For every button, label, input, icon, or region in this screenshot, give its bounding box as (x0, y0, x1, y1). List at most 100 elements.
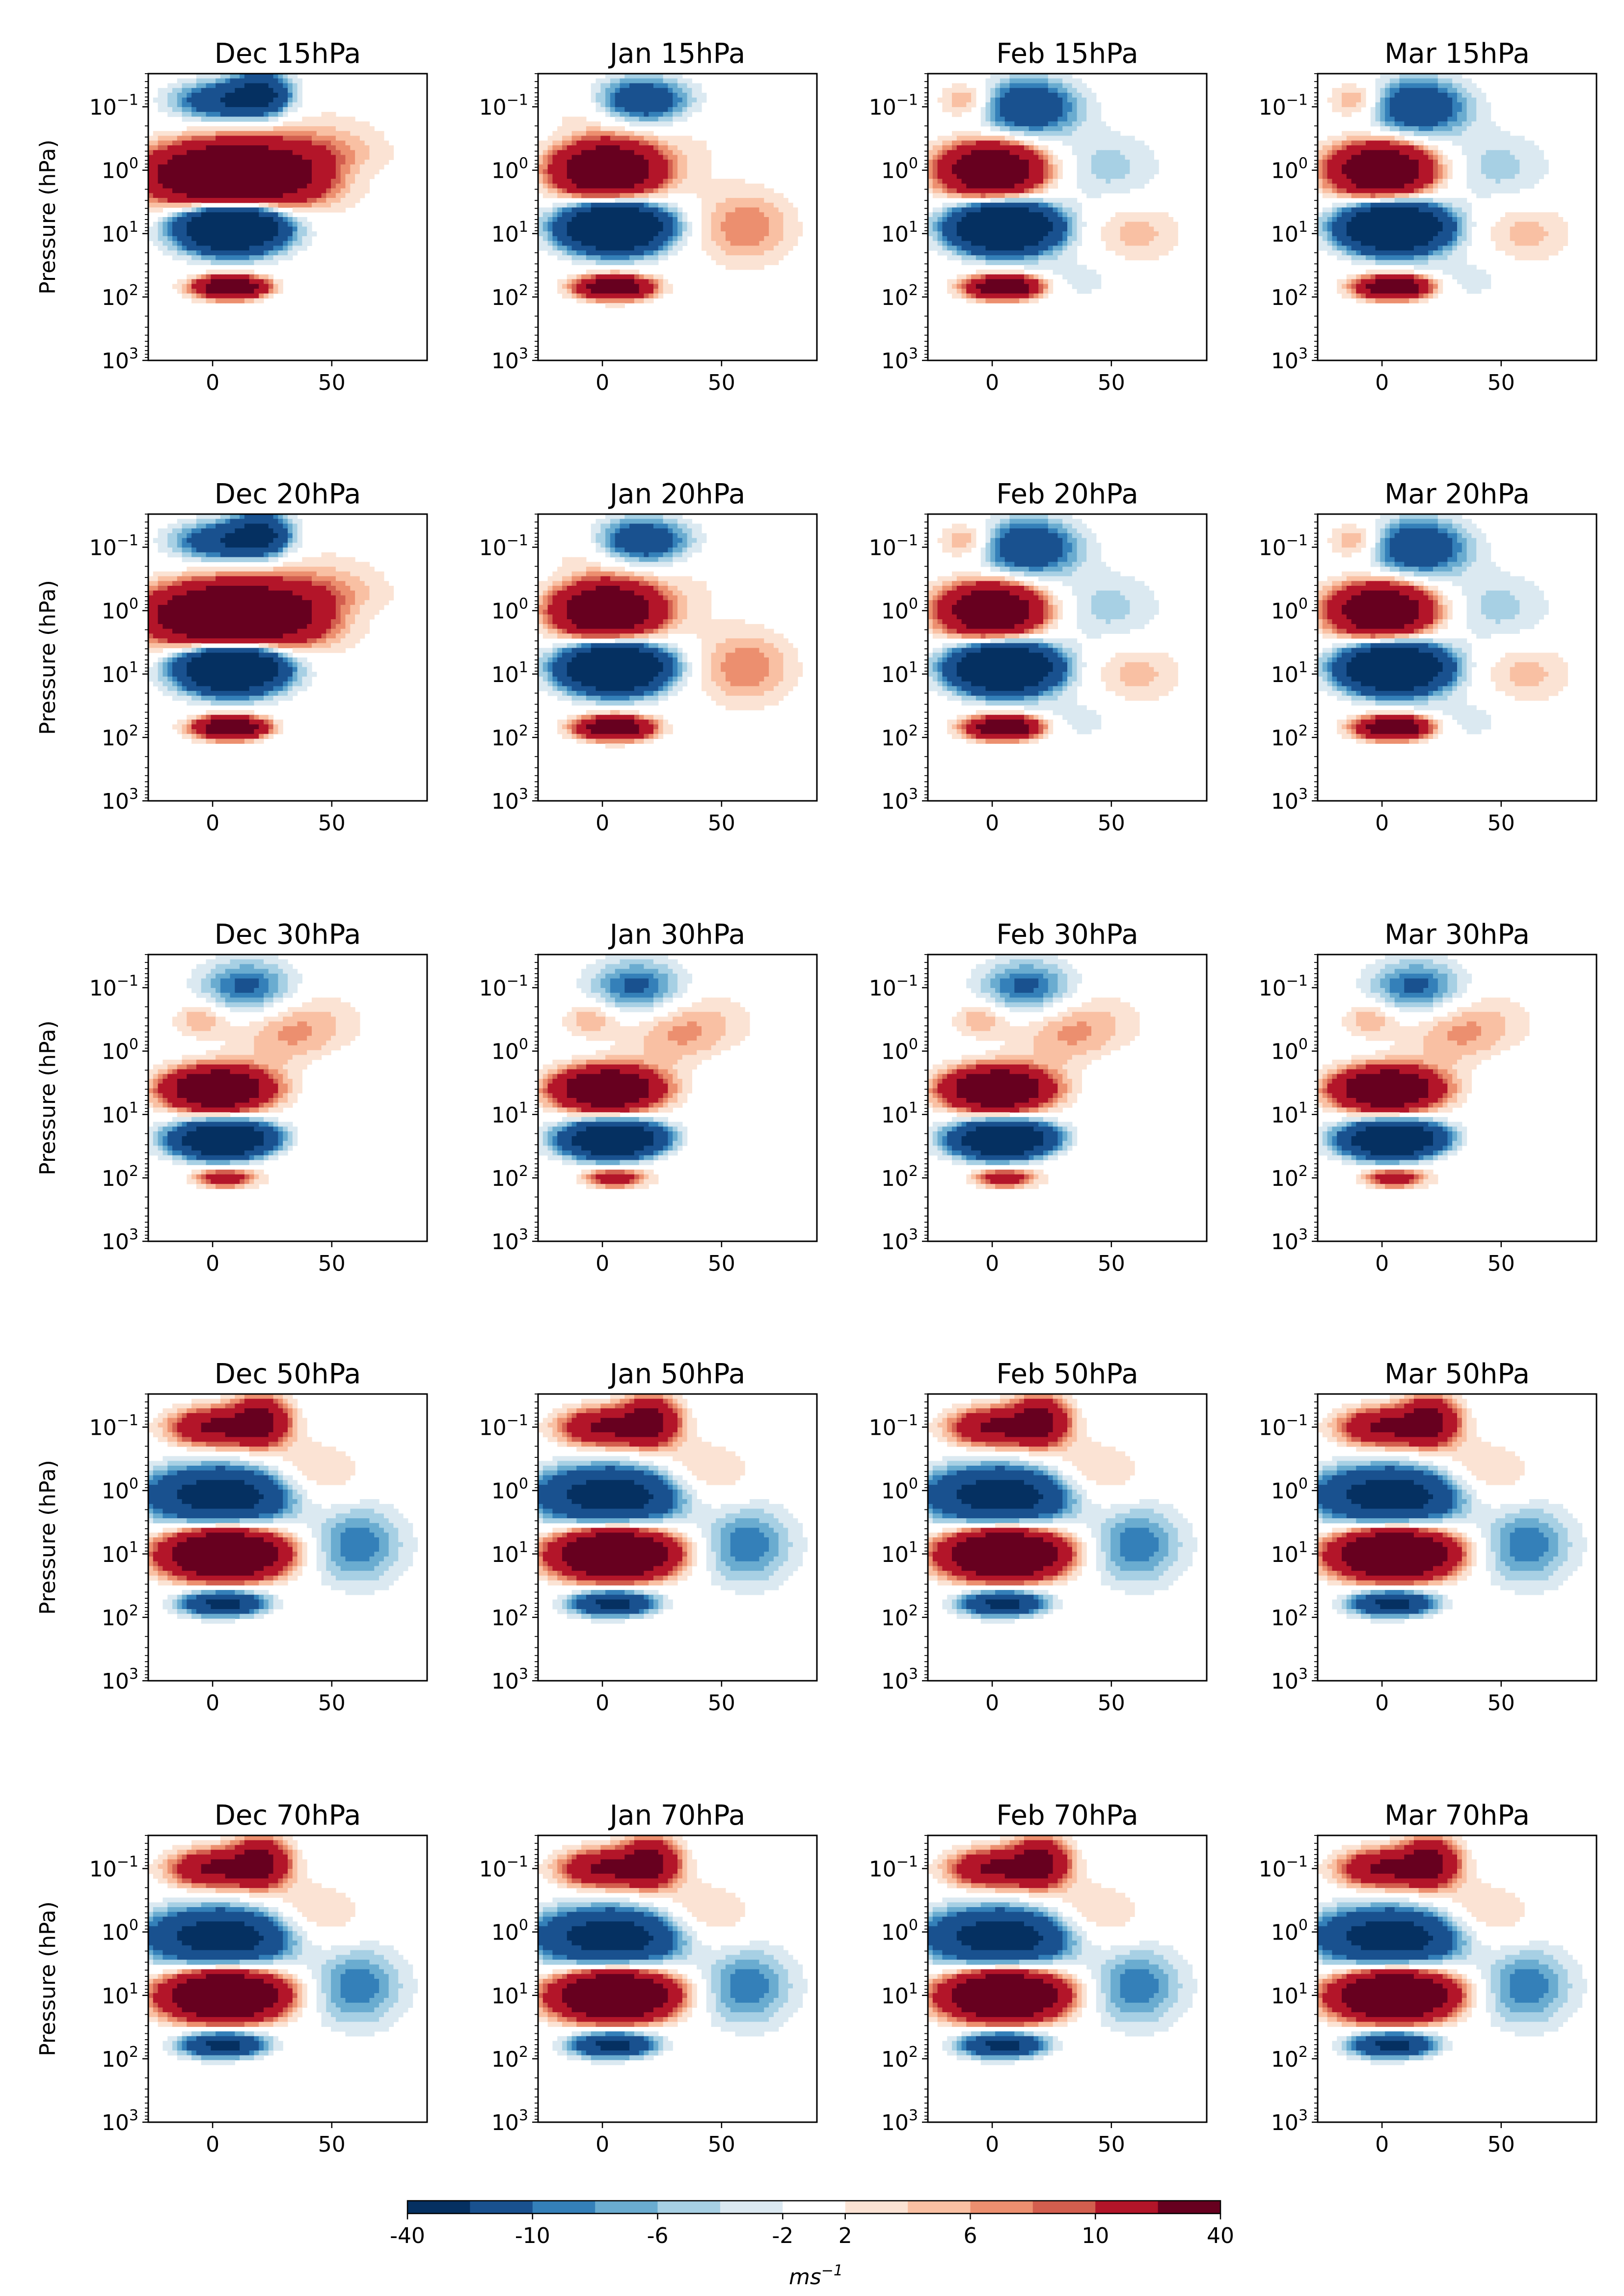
field-cell (663, 255, 668, 261)
field-cell (240, 241, 245, 246)
field-cell (653, 207, 659, 213)
field-cell (624, 179, 630, 184)
field-cell (191, 221, 197, 227)
field-cell (649, 140, 654, 146)
field-cell (292, 198, 298, 203)
field-cell (191, 169, 197, 174)
field-cell (1125, 212, 1130, 218)
field-cell (191, 255, 197, 261)
field-cell (359, 126, 365, 132)
field-cell (1038, 221, 1044, 227)
field-cell (1154, 236, 1159, 242)
field-cell (167, 136, 173, 141)
field-cell (697, 97, 702, 103)
field-cell (220, 74, 226, 79)
field-cell (658, 174, 664, 179)
field-cell (1024, 193, 1029, 198)
field-cell (1009, 145, 1015, 151)
field-cell (567, 136, 572, 141)
field-cell (932, 231, 938, 237)
field-cell (278, 193, 283, 198)
field-cell (1009, 274, 1015, 280)
field-cell (1130, 174, 1135, 179)
field-cell (201, 226, 207, 232)
field-cell (283, 241, 288, 246)
field-cell (620, 150, 625, 155)
field-cell (1082, 140, 1087, 146)
field-cell (952, 255, 957, 261)
field-cell (1062, 231, 1068, 237)
field-cell (1038, 150, 1044, 155)
field-cell (1000, 97, 1005, 103)
field-cell (162, 221, 168, 227)
field-cell (312, 155, 317, 160)
field-cell (230, 231, 235, 237)
field-cell (995, 126, 1001, 132)
field-cell (335, 136, 341, 141)
field-cell (1135, 155, 1140, 160)
field-cell (692, 102, 697, 108)
field-cell (206, 284, 211, 289)
field-cell (1106, 241, 1111, 246)
field-cell (595, 255, 601, 261)
field-cell (220, 260, 226, 265)
field-cell (990, 116, 996, 122)
field-cell (562, 126, 568, 132)
field-cell (702, 212, 707, 218)
field-cell (240, 145, 245, 151)
field-cell (359, 193, 365, 198)
field-cell (225, 131, 231, 137)
field-cell (778, 255, 784, 261)
field-cell (586, 202, 592, 208)
field-cell (947, 97, 952, 103)
field-cell (716, 231, 721, 237)
field-cell (1048, 246, 1054, 251)
field-cell (971, 88, 976, 93)
field-cell (793, 221, 798, 227)
field-cell (220, 160, 226, 165)
field-cell (1019, 198, 1025, 203)
field-cell (1096, 126, 1102, 132)
y-tick-label: 10−1 (869, 92, 918, 120)
field-cell (211, 188, 216, 193)
field-cell (220, 97, 226, 103)
field-cell (374, 155, 379, 160)
field-cell (1062, 140, 1068, 146)
field-cell (220, 284, 226, 289)
field-cell (153, 174, 159, 179)
field-cell (634, 217, 640, 222)
field-cell (740, 260, 745, 265)
field-cell (1072, 131, 1078, 137)
field-cell (673, 231, 678, 237)
field-cell (297, 193, 302, 198)
field-cell (682, 174, 688, 179)
field-cell (1139, 246, 1145, 251)
field-cell (374, 150, 379, 155)
field-cell (235, 250, 240, 256)
field-cell (383, 150, 389, 155)
field-cell (302, 121, 307, 127)
field-cell (975, 241, 981, 246)
field-cell (259, 202, 264, 208)
field-cell (153, 97, 159, 103)
field-cell (937, 241, 943, 246)
field-cell (928, 226, 933, 232)
field-cell (1019, 217, 1025, 222)
field-cell (634, 145, 640, 151)
field-cell (264, 155, 269, 160)
field-cell (369, 131, 375, 137)
field-cell (1033, 92, 1039, 98)
field-cell (177, 88, 183, 93)
field-cell (985, 260, 991, 265)
field-cell (610, 260, 616, 265)
field-cell (591, 217, 596, 222)
field-cell (158, 140, 163, 146)
field-cell (1048, 88, 1054, 93)
field-cell (249, 274, 255, 280)
field-cell (326, 207, 331, 213)
field-cell (249, 183, 255, 189)
field-cell (629, 246, 635, 251)
field-cell (740, 226, 745, 232)
field-cell (244, 88, 250, 93)
field-cell (191, 241, 197, 246)
